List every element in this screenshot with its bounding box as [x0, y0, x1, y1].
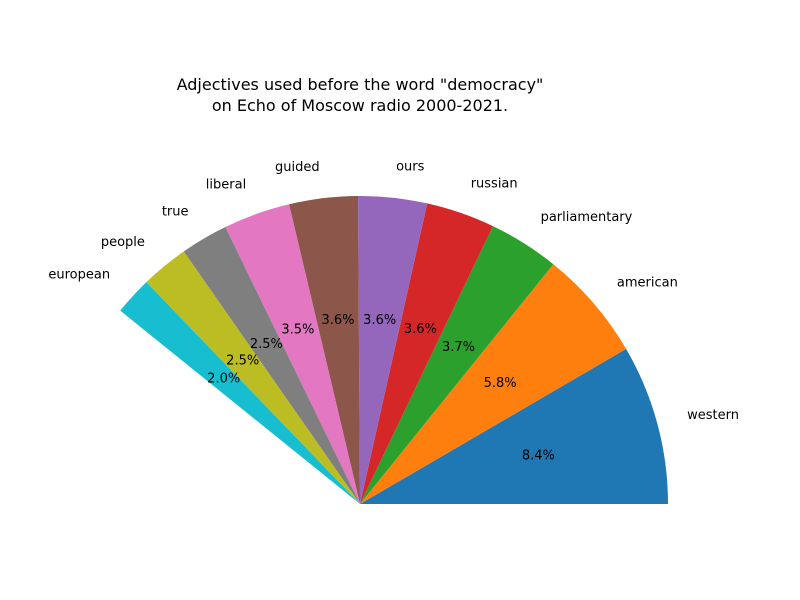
slice-label-american: american	[617, 276, 678, 291]
pie-slices	[120, 196, 668, 505]
pie-slice-people	[146, 251, 360, 504]
pie-slice-guided	[289, 196, 360, 504]
slice-percent-guided: 3.6%	[321, 313, 354, 328]
slice-label-liberal: liberal	[206, 177, 246, 192]
slice-percent-western: 8.4%	[522, 448, 555, 463]
chart-title-line-2: on Echo of Moscow radio 2000-2021.	[212, 96, 508, 115]
slice-label-people: people	[101, 235, 145, 250]
slice-label-guided: guided	[275, 160, 320, 175]
slice-label-parliamentary: parliamentary	[541, 210, 633, 225]
slice-percent-american: 5.8%	[484, 376, 517, 391]
slice-label-true: true	[162, 204, 189, 219]
slice-label-european: european	[48, 268, 110, 283]
slice-percent-parliamentary: 3.7%	[442, 340, 475, 355]
slice-labels: western american parliamentary russian ours g…	[48, 160, 739, 424]
slice-percent-labels: 8.4%5.8%3.7%3.6%3.6%3.6%3.5%2.5%2.5%2.0%	[207, 313, 555, 464]
slice-percent-russian: 3.6%	[404, 322, 437, 337]
pie-slice-liberal	[225, 204, 360, 505]
pie-slice-ours	[358, 196, 428, 504]
pie-slice-european	[120, 282, 360, 504]
pie-slice-parliamentary	[360, 226, 554, 504]
pie-slice-russian	[360, 203, 493, 505]
slice-percent-people: 2.5%	[226, 354, 259, 369]
slice-percent-european: 2.0%	[207, 372, 240, 387]
pie-slice-american	[360, 264, 627, 504]
slice-label-russian: russian	[471, 176, 518, 191]
slice-percent-ours: 3.6%	[363, 313, 396, 328]
slice-label-ours: ours	[396, 160, 425, 175]
chart-title-line-1: Adjectives used before the word "democra…	[177, 75, 544, 94]
pie-slice-true	[183, 226, 360, 505]
pie-slice-western	[360, 348, 668, 504]
slice-percent-liberal: 3.5%	[281, 322, 314, 337]
slice-label-western: western	[687, 408, 739, 423]
slice-percent-true: 2.5%	[250, 337, 283, 352]
chart-title: Adjectives used before the word "democra…	[177, 75, 544, 115]
